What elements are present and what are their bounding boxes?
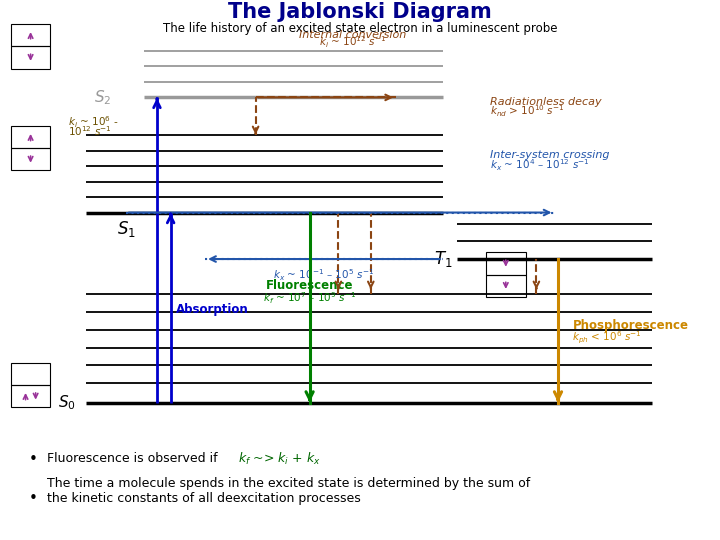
Bar (11, 148, 50, 171)
Text: $k_f$ ~ $10^7$ – $10^9$ s$^{-1}$: $k_f$ ~ $10^7$ – $10^9$ s$^{-1}$ (263, 290, 356, 306)
Text: $k_i$ ~ $10^6$ -: $k_i$ ~ $10^6$ - (68, 114, 119, 130)
Bar (486, 274, 526, 296)
Text: The time a molecule spends in the excited state is determined by the sum of
the : The time a molecule spends in the excite… (47, 477, 530, 505)
Bar (11, 126, 50, 149)
Text: $k_x$ ~ $10^{-1}$ – $10^5$ s$^{-1}$: $k_x$ ~ $10^{-1}$ – $10^5$ s$^{-1}$ (274, 268, 374, 284)
Text: Phosphorescence: Phosphorescence (572, 319, 688, 332)
Text: Absorption: Absorption (176, 303, 249, 316)
Text: $T_1$: $T_1$ (433, 249, 452, 269)
Text: Fluorescence is observed if: Fluorescence is observed if (47, 453, 222, 465)
Text: $S_1$: $S_1$ (117, 219, 135, 239)
Bar (11, 385, 50, 407)
Text: Radiationless decay: Radiationless decay (490, 97, 601, 107)
Text: The Jablonski Diagram: The Jablonski Diagram (228, 2, 492, 22)
Text: $k_{nd}$ > $10^{10}$ s$^{-1}$: $k_{nd}$ > $10^{10}$ s$^{-1}$ (490, 104, 564, 119)
Text: $k_x$ ~ $10^4$ – $10^{12}$ s$^{-1}$: $k_x$ ~ $10^4$ – $10^{12}$ s$^{-1}$ (490, 157, 589, 172)
Text: $S_2$: $S_2$ (94, 88, 112, 107)
Bar (11, 46, 50, 69)
Text: $S_0$: $S_0$ (58, 394, 76, 413)
Text: $k_i$ ~ $10^{12}$ s$^{-1}$: $k_i$ ~ $10^{12}$ s$^{-1}$ (319, 34, 387, 50)
Bar (11, 363, 50, 385)
Bar (11, 24, 50, 46)
Text: Internal conversion: Internal conversion (300, 30, 406, 40)
Text: •: • (29, 491, 37, 507)
Text: •: • (29, 451, 37, 467)
Bar (486, 252, 526, 274)
Text: $k_{ph}$ < $10^6$ s$^{-1}$: $k_{ph}$ < $10^6$ s$^{-1}$ (572, 330, 642, 346)
Text: $k_f$ ~> $k_i$ + $k_x$: $k_f$ ~> $k_i$ + $k_x$ (238, 451, 320, 467)
Text: Fluorescence: Fluorescence (266, 279, 354, 292)
Text: Inter-system crossing: Inter-system crossing (490, 150, 609, 160)
Text: $10^{12}$ s$^{-1}$: $10^{12}$ s$^{-1}$ (68, 124, 112, 138)
Text: The life history of an excited state electron in a luminescent probe: The life history of an excited state ele… (163, 22, 557, 35)
